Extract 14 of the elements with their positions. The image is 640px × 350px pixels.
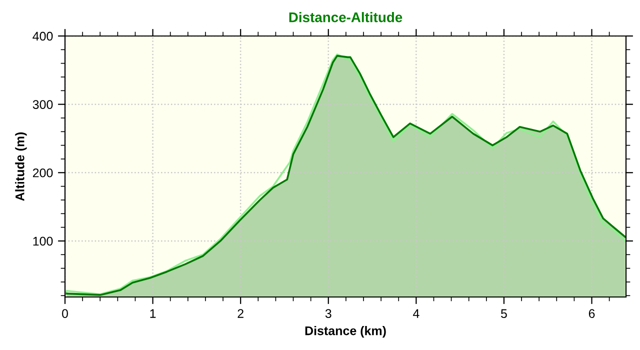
chart-title: Distance-Altitude <box>289 12 402 22</box>
x-tick-label: 1 <box>150 309 156 318</box>
x-tick-label: 6 <box>588 309 595 318</box>
y-tick-label: 100 <box>33 236 53 246</box>
y-tick-label: 300 <box>32 100 53 109</box>
x-tick-label: 3 <box>325 309 332 318</box>
x-tick-label: 4 <box>412 309 420 318</box>
y-axis-title: Altitude (m) <box>15 132 27 201</box>
x-tick-label: 0 <box>62 309 68 318</box>
x-tick-label: 2 <box>238 309 244 318</box>
x-tick-label: 5 <box>500 309 507 318</box>
y-tick-label: 400 <box>32 32 53 41</box>
x-axis-title: Distance (km) <box>305 326 386 338</box>
y-tick-label: 200 <box>32 168 53 178</box>
